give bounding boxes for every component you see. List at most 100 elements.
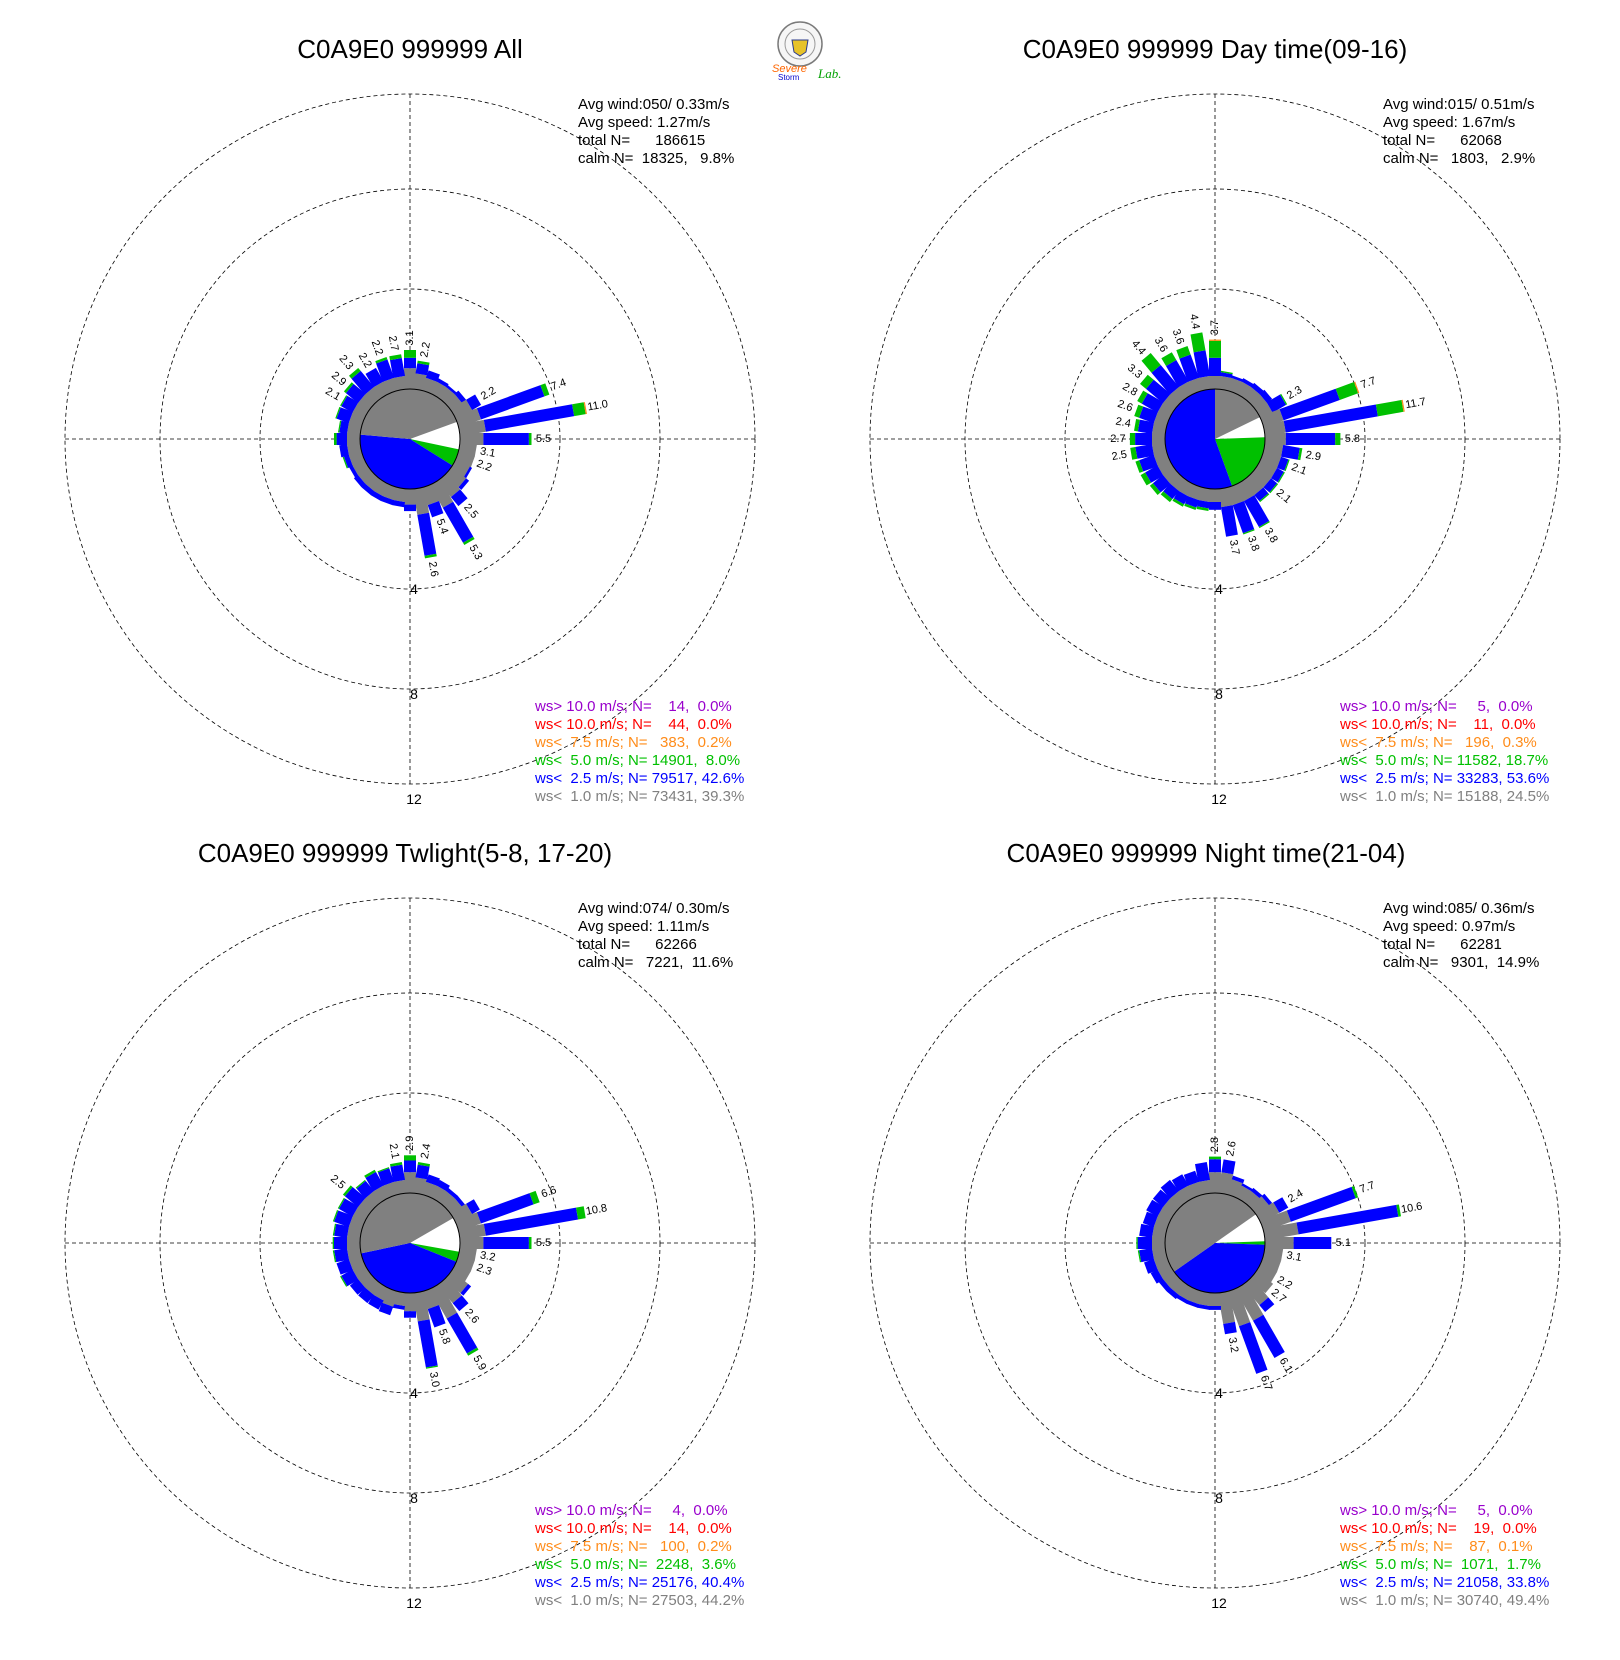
legend-gt10: ws> 10.0 m/s; N= 5, 0.0% xyxy=(1339,698,1533,715)
calm-slice-3 xyxy=(1164,1192,1256,1272)
bar-label-110: 2.2 xyxy=(475,458,493,475)
wind-bar-270-seg1 xyxy=(1135,433,1152,445)
wind-bar-300-seg2 xyxy=(337,1197,345,1209)
bar-label-70: 7.7 xyxy=(1358,1179,1376,1196)
legend-lt10: ws< 10.0 m/s; N= 44, 0.0% xyxy=(534,716,732,733)
wind-bar-260-seg1 xyxy=(339,444,349,458)
wind-bar-250-seg2 xyxy=(342,456,348,469)
wind-bar-210-seg1 xyxy=(1176,1294,1189,1304)
windrose-panel-twilight: C0A9E0 999999 Twlight(5-8, 17-20) 2.9 2.4… xyxy=(64,838,756,1611)
wind-bar-0-seg3 xyxy=(1209,339,1221,341)
wind-bar-340-seg1 xyxy=(1183,1170,1200,1186)
wind-bar-170-seg0 xyxy=(1217,487,1233,508)
bar-label-150: 5.9 xyxy=(470,1353,488,1372)
wind-bar-170-seg2 xyxy=(424,553,437,559)
panel-title: C0A9E0 999999 Night time(21-04) xyxy=(1007,838,1406,868)
bar-label-100: 3.1 xyxy=(479,445,496,459)
wind-bar-230-seg1 xyxy=(1152,474,1171,493)
bar-label-90: 5.5 xyxy=(536,433,551,445)
logo-text-storm: Storm xyxy=(778,73,800,82)
wind-bar-160-seg1 xyxy=(427,1305,446,1328)
legend-lt5: ws< 5.0 m/s; N= 1071, 1.7% xyxy=(1339,1556,1541,1573)
wind-bar-120-seg0 xyxy=(1255,1262,1278,1283)
wind-bar-90-seg0 xyxy=(1265,433,1286,445)
wind-bar-130-seg0 xyxy=(444,466,467,488)
bar-label-160: 3.8 xyxy=(1245,534,1262,552)
wind-bar-60-seg0 xyxy=(1255,1202,1280,1224)
wind-bar-140-seg1 xyxy=(1259,1297,1275,1312)
wind-bar-330-seg2 xyxy=(1161,352,1177,366)
wind-bar-0-seg0 xyxy=(404,368,416,389)
wind-bar-70-seg0 xyxy=(454,408,481,428)
wind-bar-260-seg2 xyxy=(332,1250,337,1263)
wind-bar-170-seg0 xyxy=(1217,1291,1235,1324)
wind-bar-260-seg0 xyxy=(1151,1245,1167,1260)
panel-title: C0A9E0 999999 All xyxy=(297,34,523,64)
stat-avg-wind: Avg wind:085/ 0.36m/s xyxy=(1383,900,1534,917)
wind-bar-60-seg0 xyxy=(450,1203,473,1224)
bar-label-290: 2.6 xyxy=(1116,398,1134,415)
wind-bar-240-seg2 xyxy=(1140,472,1152,486)
wind-bar-60-seg1 xyxy=(466,394,482,411)
wind-bar-160-seg1 xyxy=(1238,1322,1268,1374)
calm-pie xyxy=(359,1192,461,1294)
legend-lt1: ws< 1.0 m/s; N= 27503, 44.2% xyxy=(534,1592,744,1609)
wind-bar-330-seg1 xyxy=(1166,360,1189,388)
legend-lt75: ws< 7.5 m/s; N= 87, 0.1% xyxy=(1339,1538,1533,1555)
wind-bar-260-seg0 xyxy=(346,441,362,456)
wind-bar-290-seg1 xyxy=(336,407,353,424)
wind-bar-180-seg1 xyxy=(404,504,416,512)
range-ring-8 xyxy=(159,992,661,1494)
wind-bar-240-seg1 xyxy=(349,465,359,478)
wind-bar-150-seg1 xyxy=(446,1312,478,1354)
wind-bar-80-seg3 xyxy=(1401,399,1405,412)
legend-lt75: ws< 7.5 m/s; N= 196, 0.3% xyxy=(1339,734,1537,751)
wind-bar-120-seg2 xyxy=(1277,471,1285,483)
wind-bar-240-seg1 xyxy=(1150,1269,1164,1284)
bar-label-100: 2.9 xyxy=(1305,449,1322,463)
wind-bar-310-seg1 xyxy=(1152,1189,1171,1208)
calm-pie xyxy=(1164,388,1266,490)
wind-bar-20-seg1 xyxy=(425,370,440,382)
wind-bar-80-seg2 xyxy=(1396,1204,1401,1217)
bar-label-300: 2.1 xyxy=(323,385,342,403)
wind-bar-180-seg1 xyxy=(1209,1306,1221,1310)
logo-shield-icon xyxy=(791,39,809,57)
wind-bar-80-seg2 xyxy=(1375,400,1404,417)
wind-bar-270-seg0 xyxy=(347,433,360,445)
severe-storm-lab-logo: Severe Storm Lab. xyxy=(772,21,841,82)
bar-label-340: 3.6 xyxy=(1170,328,1187,346)
stat-avg-speed: Avg speed: 1.67m/s xyxy=(1383,114,1515,131)
ring-labels: 4 8 12 xyxy=(406,1385,422,1611)
calm-pie xyxy=(1164,1192,1266,1294)
wind-bars xyxy=(1136,1156,1401,1374)
wind-bar-0-seg1 xyxy=(404,1160,416,1173)
bar-label-350: 4.4 xyxy=(1187,313,1201,330)
windrose-panel-daytime: C0A9E0 999999 Day time(09-16) 3.7 2.3 7.7 1… xyxy=(869,34,1561,807)
wind-bar-170-seg1 xyxy=(1220,505,1238,537)
wind-bars xyxy=(334,350,587,559)
wind-bar-80-seg1 xyxy=(1296,1204,1399,1235)
bar-label-0: 3.1 xyxy=(404,330,416,345)
wind-bar-200-seg1 xyxy=(1185,496,1200,508)
wind-bar-0-seg0 xyxy=(1209,1172,1221,1193)
wind-bar-310-seg2 xyxy=(343,382,354,394)
wind-bar-230-seg1 xyxy=(353,474,366,488)
ring-label-8: 8 xyxy=(1215,686,1223,702)
wind-bar-100-seg2 xyxy=(1297,447,1303,461)
wind-bar-80-seg3 xyxy=(583,402,587,415)
wind-bar-90-seg2 xyxy=(528,433,532,445)
bar-label-350: 2.1 xyxy=(387,1143,401,1160)
wind-bar-350-seg0 xyxy=(1198,375,1213,391)
wind-bar-40-seg1 xyxy=(1250,382,1264,395)
bar-label-270: 2.7 xyxy=(1110,433,1125,445)
wind-bar-70-seg0 xyxy=(1259,1210,1291,1232)
legend-lt25: ws< 2.5 m/s; N= 79517, 42.6% xyxy=(534,770,744,787)
wind-bar-30-seg1 xyxy=(1241,378,1254,388)
bar-label-320: 4.4 xyxy=(1129,338,1148,357)
wind-bar-340-seg2 xyxy=(375,357,388,364)
wind-bar-270-seg2 xyxy=(1136,1237,1138,1249)
wind-bar-140-seg0 xyxy=(437,473,461,498)
wind-bar-80-seg1 xyxy=(1283,404,1378,433)
wind-bar-120-seg1 xyxy=(463,466,473,479)
